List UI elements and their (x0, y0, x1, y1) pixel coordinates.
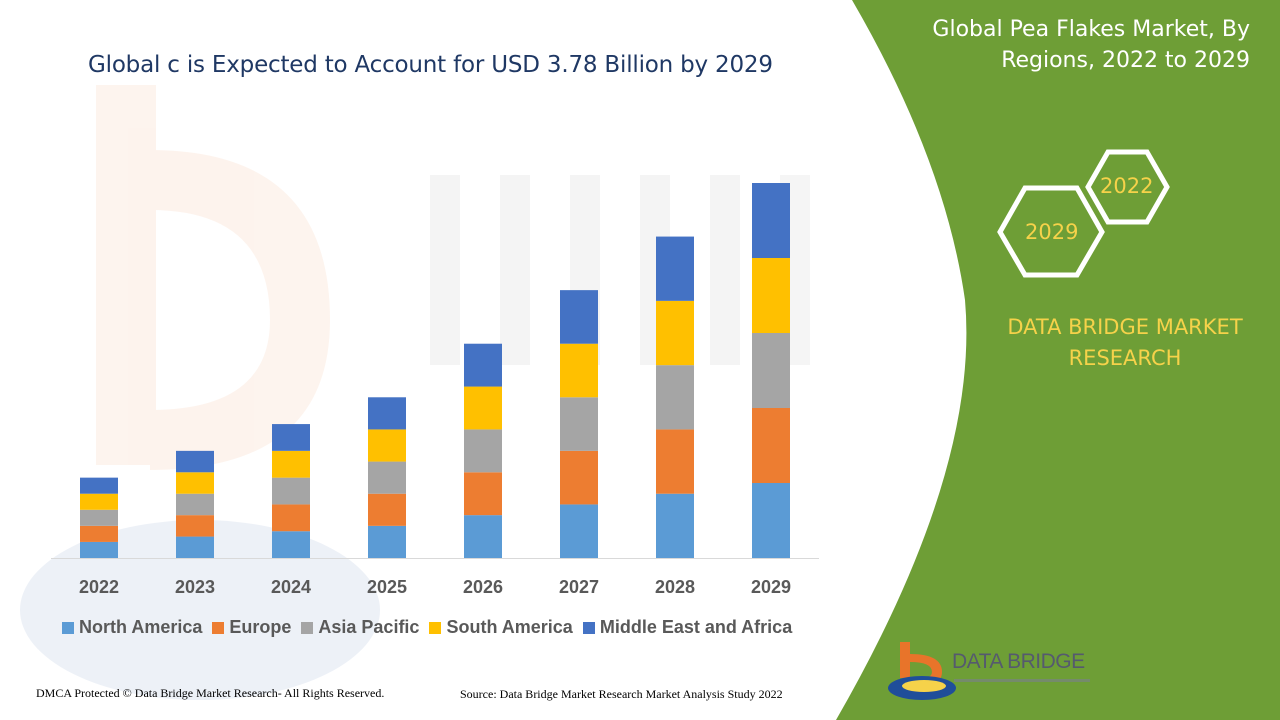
bar-2025-europe (368, 493, 406, 526)
bar-2024-asia-pacific (272, 477, 310, 505)
bar-2026-asia-pacific (464, 429, 502, 473)
bar-2029-middle-east-and-africa (752, 183, 790, 258)
bar-2025-north-america (368, 525, 406, 558)
x-tick-label-2024: 2024 (271, 577, 311, 597)
bar-2027-north-america (560, 504, 598, 558)
x-tick-label-2023: 2023 (175, 577, 215, 597)
bar-2027-middle-east-and-africa (560, 290, 598, 344)
legend-label: Asia Pacific (318, 617, 420, 637)
watermark-logo (20, 85, 380, 700)
x-tick-label-2028: 2028 (655, 577, 695, 597)
legend-item-europe: Europe (212, 617, 291, 638)
bar-2025-south-america (368, 429, 406, 462)
bar-2029-north-america (752, 483, 790, 558)
bar-2028-europe (656, 429, 694, 494)
x-tick-label-2029: 2029 (751, 577, 791, 597)
legend-swatch (429, 621, 442, 634)
bar-2028-north-america (656, 493, 694, 558)
panel-title-line1: Global Pea Flakes Market, By (932, 17, 1250, 42)
bar-2026-middle-east-and-africa (464, 343, 502, 387)
bar-2023-asia-pacific (176, 493, 214, 516)
legend-item-asia-pacific: Asia Pacific (301, 617, 419, 638)
bar-2022-north-america (80, 541, 118, 558)
bar-2024-europe (272, 504, 310, 532)
logo-name: DATA BRIDGE (952, 650, 1085, 673)
panel-title-line2: Regions, 2022 to 2029 (1001, 48, 1250, 73)
bar-2028-south-america (656, 300, 694, 366)
bar-2025-middle-east-and-africa (368, 397, 406, 430)
bar-2027-europe (560, 450, 598, 505)
bar-2024-south-america (272, 450, 310, 478)
bar-2026-europe (464, 472, 502, 516)
green-panel (836, 0, 1280, 720)
x-tick-label-2026: 2026 (463, 577, 503, 597)
legend-label: Middle East and Africa (599, 617, 793, 637)
bar-2024-middle-east-and-africa (272, 424, 310, 451)
bar-2023-europe (176, 515, 214, 537)
legend-label: South America (446, 617, 573, 637)
x-tick-label-2025: 2025 (367, 577, 407, 597)
bar-2022-asia-pacific (80, 509, 118, 526)
legend-label: Europe (229, 617, 292, 637)
brand-text: DATA BRIDGE MARKET RESEARCH (990, 312, 1260, 374)
bar-2029-asia-pacific (752, 333, 790, 408)
brand-line1: DATA BRIDGE MARKET (1007, 315, 1243, 339)
panel-title: Global Pea Flakes Market, By Regions, 20… (890, 14, 1250, 76)
bar-2027-asia-pacific (560, 397, 598, 451)
hexagon-2022 (1085, 149, 1170, 225)
logo-mark-stem (900, 642, 910, 678)
logo-mark-highlight (902, 680, 946, 692)
legend-label: North America (79, 617, 203, 637)
watermark-text (430, 175, 810, 365)
bar-2026-north-america (464, 515, 502, 558)
data-bridge-logo (888, 642, 956, 700)
legend-swatch (62, 621, 74, 634)
brand-line2: RESEARCH (1068, 346, 1182, 370)
logo-tagline-glyphs (954, 679, 1090, 682)
legend-swatch (212, 621, 225, 634)
x-tick-label-2027: 2027 (559, 577, 599, 597)
x-tick-label-2022: 2022 (79, 577, 119, 597)
bar-2028-middle-east-and-africa (656, 236, 694, 301)
legend-item-middle-east-and-africa: Middle East and Africa (582, 617, 793, 638)
bar-2022-middle-east-and-africa (80, 477, 118, 494)
source-note: Source: Data Bridge Market Research Mark… (460, 687, 783, 701)
copyright-notice: DMCA Protected © Data Bridge Market Rese… (36, 686, 385, 700)
bar-2028-asia-pacific (656, 365, 694, 430)
bar-2024-north-america (272, 531, 310, 558)
bar-2023-south-america (176, 472, 214, 494)
legend-item-south-america: South America (429, 617, 573, 638)
bar-2029-south-america (752, 258, 790, 333)
bar-2029-europe (752, 408, 790, 483)
legend-swatch (582, 621, 595, 634)
stacked-bar-chart: 2022 2023 2024 2025 2026 2027 2028 2029 (51, 183, 819, 597)
badge-year-2022: 2022 (1100, 174, 1154, 198)
legend-swatch (301, 621, 314, 634)
bar-2022-south-america (80, 493, 118, 510)
chart-legend: North America Europe Asia Pacific South Ame… (62, 617, 802, 638)
bar-2023-north-america (176, 536, 214, 558)
hexagon-2029 (997, 185, 1105, 278)
bar-2025-asia-pacific (368, 461, 406, 494)
bar-2027-south-america (560, 343, 598, 398)
badge-year-2029: 2029 (1025, 220, 1079, 244)
legend-item-north-america: North America (62, 617, 202, 638)
bar-2023-middle-east-and-africa (176, 450, 214, 473)
chart-title: Global c is Expected to Account for USD … (88, 52, 773, 78)
bar-2022-europe (80, 525, 118, 542)
bar-2026-south-america (464, 386, 502, 430)
